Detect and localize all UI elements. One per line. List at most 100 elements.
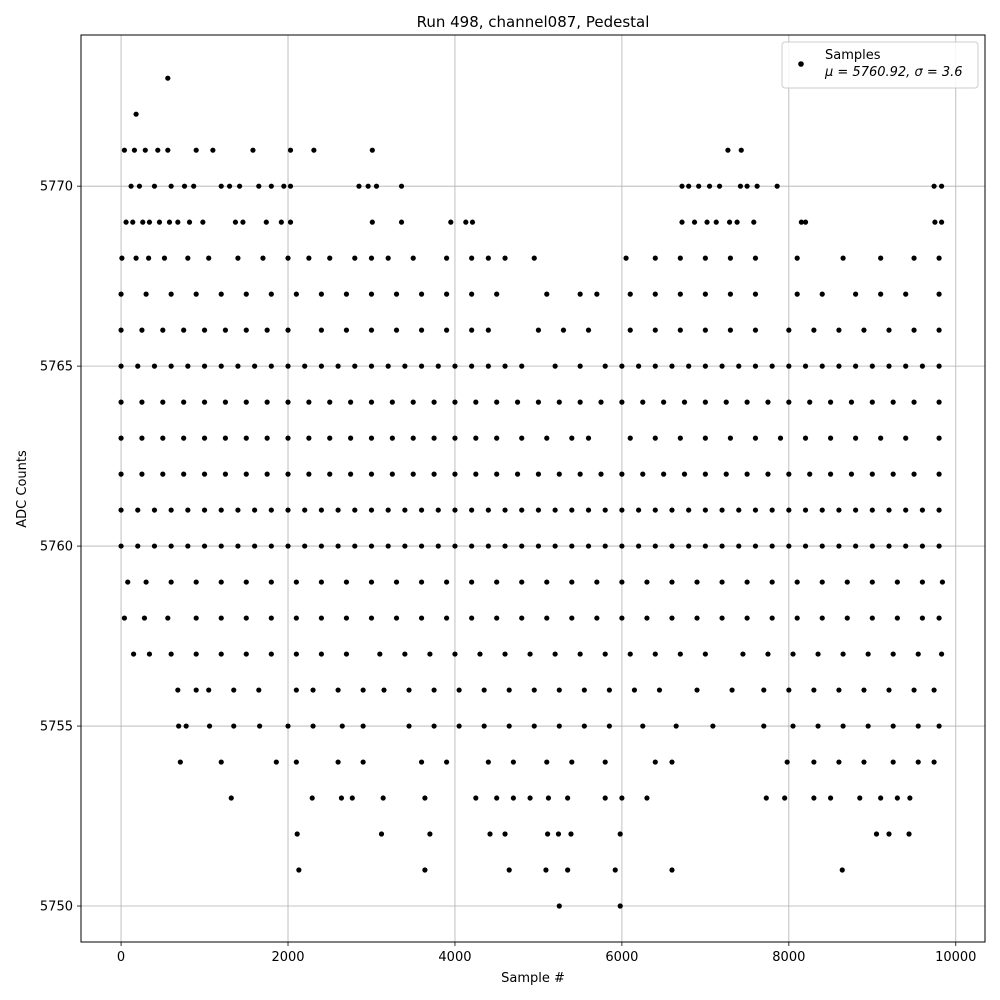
- data-point: [343, 291, 350, 297]
- data-point: [911, 255, 917, 261]
- data-point: [669, 867, 675, 873]
- data-point: [807, 471, 813, 477]
- data-point: [365, 183, 371, 189]
- data-point: [166, 219, 173, 225]
- data-point: [677, 255, 683, 261]
- data-point: [418, 507, 425, 513]
- data-point: [702, 363, 708, 369]
- data-point: [906, 831, 912, 837]
- data-point: [243, 579, 249, 585]
- data-point: [686, 507, 692, 513]
- data-point: [936, 615, 942, 621]
- data-point: [368, 543, 375, 549]
- data-point: [185, 543, 191, 549]
- data-point: [869, 615, 875, 621]
- data-point: [681, 399, 688, 405]
- data-point: [635, 363, 642, 369]
- data-point: [318, 579, 324, 585]
- data-point: [774, 183, 780, 189]
- data-point: [185, 363, 191, 369]
- data-point: [719, 507, 725, 513]
- data-point: [702, 471, 708, 477]
- legend-series-stats: μ = 5760.92, σ = 3.6: [824, 65, 963, 80]
- data-point: [811, 687, 817, 693]
- y-tick-label: 5760: [40, 540, 73, 555]
- data-point: [502, 831, 508, 837]
- data-point: [463, 219, 469, 225]
- data-point: [652, 327, 658, 333]
- data-point: [907, 795, 913, 801]
- data-point: [389, 399, 395, 405]
- data-point: [168, 291, 174, 297]
- data-point: [886, 363, 892, 369]
- data-point: [348, 471, 354, 477]
- data-point: [784, 759, 790, 765]
- data-point: [296, 867, 302, 873]
- data-point: [302, 363, 308, 369]
- data-point: [369, 147, 375, 153]
- data-point: [569, 579, 575, 585]
- data-point: [348, 435, 354, 441]
- data-point: [869, 543, 875, 549]
- y-tick-label: 5755: [40, 720, 73, 735]
- data-point: [285, 399, 291, 405]
- data-point: [932, 219, 938, 225]
- data-point: [640, 399, 646, 405]
- data-point: [193, 615, 199, 621]
- data-point: [264, 471, 270, 477]
- data-point: [919, 507, 925, 513]
- data-point: [577, 291, 583, 297]
- data-point: [494, 399, 500, 405]
- data-point: [577, 471, 583, 477]
- data-point: [218, 291, 224, 297]
- data-point: [531, 255, 537, 261]
- data-point: [686, 363, 692, 369]
- data-point: [175, 687, 181, 693]
- data-point: [765, 471, 771, 477]
- data-point: [177, 759, 183, 765]
- data-point: [606, 723, 612, 729]
- data-point: [939, 579, 946, 585]
- data-point: [327, 471, 333, 477]
- data-point: [352, 363, 358, 369]
- data-point: [669, 615, 675, 621]
- data-point: [398, 183, 405, 189]
- data-point: [293, 759, 299, 765]
- data-point: [556, 471, 562, 477]
- data-point: [919, 579, 925, 585]
- data-point: [696, 183, 702, 189]
- data-point: [293, 291, 299, 297]
- data-point: [143, 579, 149, 585]
- data-point: [919, 543, 925, 549]
- data-point: [754, 183, 760, 189]
- data-point: [737, 183, 744, 189]
- data-point: [886, 831, 892, 837]
- data-point: [691, 219, 698, 225]
- data-point: [210, 147, 216, 153]
- data-point: [936, 399, 942, 405]
- data-point: [552, 363, 558, 369]
- data-point: [343, 615, 350, 621]
- data-point: [644, 579, 650, 585]
- data-point: [268, 651, 274, 657]
- data-point: [206, 255, 212, 261]
- data-point: [569, 543, 575, 549]
- data-point: [335, 759, 341, 765]
- data-point: [702, 651, 708, 657]
- data-point: [535, 399, 542, 405]
- data-point: [827, 795, 834, 801]
- data-point: [677, 327, 683, 333]
- data-point: [318, 615, 324, 621]
- data-point: [602, 651, 608, 657]
- data-point: [335, 543, 341, 549]
- data-point: [936, 507, 942, 513]
- data-point: [903, 363, 909, 369]
- data-point: [819, 507, 825, 513]
- x-tick-label: 8000: [772, 950, 805, 965]
- data-point: [819, 615, 825, 621]
- data-point: [218, 363, 224, 369]
- data-point: [594, 579, 600, 585]
- data-point: [535, 543, 542, 549]
- data-point: [410, 255, 416, 261]
